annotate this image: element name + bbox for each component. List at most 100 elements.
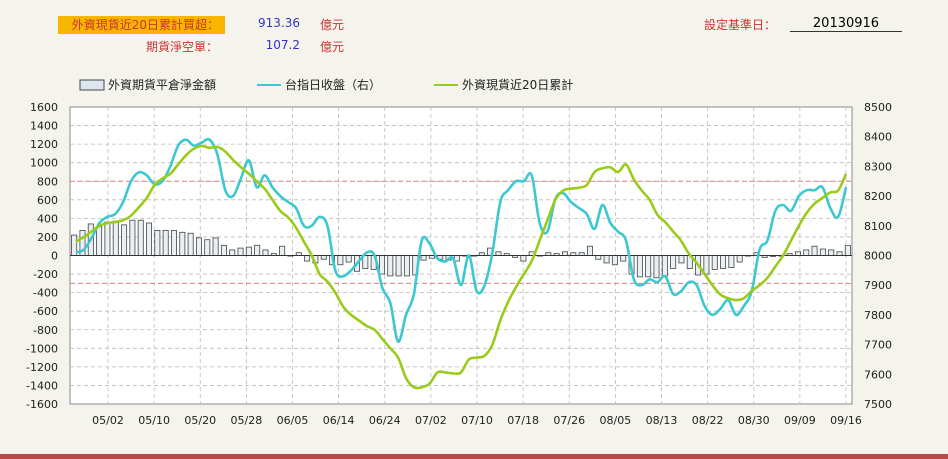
base-date-value[interactable]: 20130916: [790, 16, 902, 32]
bar: [220, 244, 227, 256]
bar: [121, 224, 128, 256]
bar: [304, 255, 311, 262]
y-left-tick-label: 600: [37, 194, 58, 207]
x-tick-label: 09/09: [784, 414, 816, 427]
x-tick-label: 08/13: [646, 414, 678, 427]
legend-bar-label: 外資期貨平倉淨金額: [108, 77, 216, 92]
x-tick-label: 07/18: [507, 414, 539, 427]
futures-label: 期貨淨空單：: [145, 40, 218, 54]
x-tick-label: 07/02: [415, 414, 447, 427]
bar: [803, 249, 810, 256]
bar: [720, 255, 727, 269]
bar: [237, 247, 244, 256]
bar: [154, 230, 161, 256]
bar: [711, 255, 718, 270]
bar: [844, 244, 851, 256]
x-tick-label: 08/05: [600, 414, 632, 427]
bar: [162, 230, 169, 256]
legend: 外資期貨平倉淨金額 台指日收盤（右） 外資現貨近20日累計: [79, 77, 573, 92]
y-right-tick-label: 7600: [864, 368, 892, 381]
y-left-tick-label: -1000: [26, 342, 58, 355]
y-left-tick-label: -1600: [26, 398, 58, 411]
bar: [387, 255, 394, 277]
y-left-tick-label: 1000: [30, 157, 58, 170]
bar: [636, 255, 643, 278]
y-right-tick-label: 8200: [864, 190, 892, 203]
bar: [337, 255, 344, 266]
x-tick-label: 09/16: [830, 414, 862, 427]
bar: [187, 232, 194, 256]
y-left-tick-label: 400: [37, 212, 58, 225]
y-left-tick-label: -200: [33, 268, 58, 281]
bar: [811, 245, 818, 256]
x-tick-label: 05/02: [92, 414, 124, 427]
x-tick-label: 07/10: [461, 414, 493, 427]
bar: [262, 249, 269, 256]
bar: [670, 255, 677, 269]
bar: [378, 255, 385, 275]
bar: [420, 255, 427, 261]
taiex-line: [75, 137, 848, 343]
bar: [562, 251, 568, 256]
bar: [603, 255, 610, 264]
y-left-tick-label: 1400: [30, 120, 58, 133]
bar: [146, 222, 153, 256]
y-left-tick-label: -400: [33, 287, 58, 300]
y-right-tick-label: 7500: [864, 398, 892, 411]
bar: [104, 221, 111, 256]
bar: [794, 251, 801, 256]
y-right-tick-label: 8100: [864, 220, 892, 233]
bar: [653, 255, 660, 279]
y-right-tick-label: 7700: [864, 339, 892, 352]
bar: [229, 249, 236, 256]
bar: [279, 245, 286, 256]
bar: [586, 245, 593, 256]
bar: [195, 237, 202, 256]
y-left-tick-label: -600: [33, 305, 58, 318]
bar: [212, 237, 219, 256]
bar: [171, 230, 177, 256]
futures-row: 期貨淨空單：: [0, 38, 218, 56]
y-right-tick-label: 8500: [864, 101, 892, 114]
x-tick-label: 05/20: [184, 414, 216, 427]
y-left-tick-label: 800: [37, 175, 58, 188]
bar: [611, 255, 618, 266]
foreign-spot-label: 外資現貨近20日累計買超：: [57, 16, 225, 34]
x-tick-label: 05/28: [231, 414, 263, 427]
foreign-spot-value: 913.36: [258, 16, 300, 30]
bar: [661, 255, 668, 277]
y-right-tick-label: 7800: [864, 309, 892, 322]
bar: [129, 219, 136, 256]
x-tick-label: 07/26: [553, 414, 585, 427]
x-tick-label: 06/14: [323, 414, 355, 427]
bar: [495, 251, 502, 256]
futures-unit: 億元: [320, 40, 345, 54]
bar: [112, 220, 119, 256]
plot-area: 1600 1400 1200 1000 800 600 400 200 0 -200 -400 -60…: [26, 101, 892, 427]
bar: [395, 255, 402, 277]
legend-bar-swatch: [79, 79, 105, 91]
bar: [179, 231, 186, 256]
y-right-tick-label: 8300: [864, 160, 892, 173]
legend-foreign20-label: 外資現貨近20日累計: [462, 77, 573, 92]
futures-value: 107.2: [265, 38, 300, 52]
y-right-tick-label: 8400: [864, 131, 892, 144]
y-right-tick-label: 8000: [864, 250, 892, 263]
y-left-tick-label: -1400: [26, 379, 58, 392]
bar: [245, 246, 252, 256]
bar: [678, 255, 685, 264]
bar: [320, 255, 327, 260]
bar: [703, 255, 710, 275]
bar: [345, 255, 352, 263]
legend-taiex-label: 台指日收盤（右）: [285, 77, 381, 92]
bar: [254, 244, 261, 256]
bar: [520, 255, 527, 262]
y-left-tick-label: 1600: [30, 101, 58, 114]
x-tick-label: 06/05: [277, 414, 309, 427]
bar: [96, 226, 103, 256]
y-right-tick-label: 7900: [864, 279, 892, 292]
bar: [819, 248, 826, 256]
foreign-spot-unit: 億元: [320, 18, 345, 32]
bar: [645, 255, 652, 278]
